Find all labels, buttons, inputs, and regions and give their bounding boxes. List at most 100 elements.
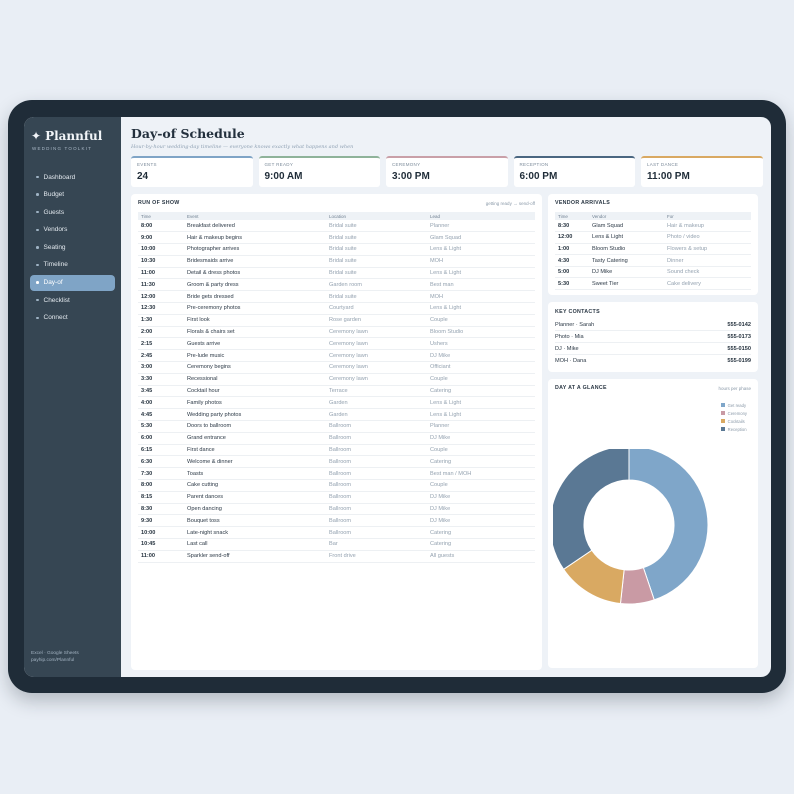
cell-time: 4:30	[555, 254, 589, 267]
bullet-icon	[36, 281, 39, 284]
sidebar-item-guests[interactable]: Guests	[30, 204, 115, 220]
contact-row[interactable]: Photo · Mia 555-0173	[555, 331, 751, 343]
table-row[interactable]: 1:30 First look Rose garden Couple	[138, 314, 535, 327]
cell-lead: DJ Mike	[427, 491, 535, 504]
cell-location: Ballroom	[326, 455, 427, 469]
table-row[interactable]: 10:00 Late-night snack Ballroom Catering	[138, 526, 535, 540]
table-row[interactable]: 10:45 Last call Bar Catering	[138, 538, 535, 551]
cell-lead: Lens & Light	[427, 243, 535, 256]
table-row[interactable]: 1:00 Bloom Studio Flowers & setup	[555, 243, 751, 256]
vendor-arrivals-header: VENDOR ARRIVALS	[555, 200, 751, 206]
sidebar-item-budget[interactable]: Budget	[30, 187, 115, 203]
cell-location: Front drive	[326, 550, 427, 563]
cell-time: 8:00	[138, 220, 184, 233]
cell-event: Cake cutting	[184, 479, 326, 492]
stat-card-last-dance: LAST DANCE 11:00 PM	[641, 156, 763, 187]
cell-lead: Catering	[427, 538, 535, 551]
table-row[interactable]: 9:00 Hair & makeup begins Bridal suite Glam…	[138, 231, 535, 245]
table-row[interactable]: 11:00 Detail & dress photos Bridal suite Le…	[138, 267, 535, 280]
cell-lead: Planner	[427, 420, 535, 433]
cell-lead: All guests	[427, 550, 535, 563]
table-row[interactable]: 8:00 Cake cutting Ballroom Couple	[138, 479, 535, 492]
key-contacts-list: Planner · Sarah 555-0142 Photo · Mia 555-01…	[555, 319, 751, 367]
table-row[interactable]: 2:15 Guests arrive Ceremony lawn Ushers	[138, 337, 535, 351]
table-row[interactable]: 3:45 Cocktail hour Terrace Catering	[138, 385, 535, 398]
sidebar-item-connect[interactable]: Connect	[30, 310, 115, 326]
footer-link[interactable]: payhip.com/Plannful	[31, 657, 75, 663]
donut-slice-get-ready[interactable]	[628, 449, 709, 601]
table-row[interactable]: 8:30 Glam Squad Hair & makeup	[555, 220, 751, 233]
table-row[interactable]: 12:00 Bride gets dressed Bridal suite MOH	[138, 290, 535, 304]
cell-time: 6:30	[138, 455, 184, 469]
table-row[interactable]: 10:00 Photographer arrives Bridal suite Len…	[138, 243, 535, 256]
cell-time: 9:00	[138, 231, 184, 245]
table-row[interactable]: 3:30 Recessional Ceremony lawn Couple	[138, 373, 535, 386]
cell-time: 12:00	[138, 290, 184, 304]
bullet-icon	[36, 193, 39, 196]
cell-time: 10:45	[138, 538, 184, 551]
stat-value: 3:00 PM	[392, 171, 430, 182]
cell-event: First dance	[184, 444, 326, 457]
cell-lead: Couple	[427, 479, 535, 492]
table-row[interactable]: 8:00 Breakfast delivered Bridal suite Plann…	[138, 220, 535, 233]
table-row[interactable]: 5:30 Sweet Tier Cake delivery	[555, 277, 751, 291]
stat-value: 6:00 PM	[519, 171, 558, 182]
table-row[interactable]: 2:00 Florals & chairs set Ceremony lawn Blo…	[138, 326, 535, 339]
table-row[interactable]: 8:15 Parent dances Ballroom DJ Mike	[138, 491, 535, 504]
table-row[interactable]: 6:15 First dance Ballroom Couple	[138, 444, 535, 457]
cell-for: Photo / video	[664, 231, 751, 244]
donut-slice-reception[interactable]	[553, 449, 630, 571]
cell-event: Family photos	[184, 396, 326, 410]
vendor-arrivals-table: Time Vendor For 8:30 Glam Squad Hair & mak…	[555, 212, 751, 291]
cell-time: 10:00	[138, 243, 184, 256]
brand: ✦ Plannful	[24, 117, 121, 143]
cell-location: Ballroom	[326, 526, 427, 540]
cell-event: Bouquet toss	[184, 514, 326, 528]
table-row[interactable]: 9:30 Bouquet toss Ballroom DJ Mike	[138, 514, 535, 528]
column-header-for: For	[667, 213, 674, 219]
table-row[interactable]: 10:30 Bridesmaids arrive Bridal suite MOH	[138, 255, 535, 268]
legend-item-get-ready: Get ready	[720, 401, 747, 409]
table-row[interactable]: 6:30 Welcome & dinner Ballroom Catering	[138, 455, 535, 469]
contact-row[interactable]: MOH · Dana 555-0199	[555, 355, 751, 367]
sidebar-item-label: Seating	[43, 243, 66, 251]
cell-lead: Ushers	[427, 337, 535, 351]
sidebar-item-timeline[interactable]: Timeline	[30, 257, 115, 273]
sidebar-item-checklist[interactable]: Checklist	[30, 292, 115, 308]
table-row[interactable]: 3:00 Ceremony begins Ceremony lawn Offician…	[138, 361, 535, 374]
table-row[interactable]: 4:30 Tasty Catering Dinner	[555, 254, 751, 267]
table-row[interactable]: 11:00 Sparkler send-off Front drive All gue…	[138, 550, 535, 563]
table-row[interactable]: 4:45 Wedding party photos Garden Lens & Lig…	[138, 408, 535, 422]
table-row[interactable]: 4:00 Family photos Garden Lens & Light	[138, 396, 535, 410]
stat-card-events: EVENTS 24	[131, 156, 253, 187]
cell-event: Florals & chairs set	[184, 326, 326, 339]
table-row[interactable]: 5:00 DJ Mike Sound check	[555, 266, 751, 279]
sidebar-item-day-of[interactable]: Day-of	[30, 274, 115, 291]
cell-location: Ballroom	[326, 514, 427, 528]
cell-for: Flowers & setup	[664, 243, 751, 256]
table-row[interactable]: 6:00 Grand entrance Ballroom DJ Mike	[138, 432, 535, 445]
column-header-time: Time	[141, 213, 151, 219]
cell-location: Ceremony lawn	[326, 337, 427, 351]
table-row[interactable]: 2:45 Pre-lude music Ceremony lawn DJ Mike	[138, 349, 535, 363]
contact-row[interactable]: DJ · Mike 555-0150	[555, 343, 751, 355]
sidebar-item-label: Connect	[43, 314, 68, 322]
cell-for: Sound check	[664, 266, 751, 279]
sidebar-item-label: Checklist	[43, 296, 70, 304]
sidebar-item-dashboard[interactable]: Dashboard	[30, 169, 115, 185]
table-row[interactable]: 12:00 Lens & Light Photo / video	[555, 231, 751, 244]
table-row[interactable]: 8:30 Open dancing Ballroom DJ Mike	[138, 503, 535, 516]
bullet-icon	[36, 246, 39, 249]
cell-event: Groom & party dress	[184, 278, 326, 292]
table-row[interactable]: 12:30 Pre-ceremony photos Courtyard Lens & …	[138, 302, 535, 315]
legend-item-cocktails: Cocktails	[720, 417, 747, 425]
table-row[interactable]: 11:30 Groom & party dress Garden room Best …	[138, 278, 535, 292]
cell-time: 8:00	[138, 479, 184, 492]
sidebar-item-seating[interactable]: Seating	[30, 239, 115, 255]
table-row[interactable]: 7:30 Toasts Ballroom Best man / MOH	[138, 467, 535, 481]
table-row[interactable]: 5:30 Doors to ballroom Ballroom Planner	[138, 420, 535, 433]
legend-swatch	[720, 411, 725, 415]
contact-row[interactable]: Planner · Sarah 555-0142	[555, 319, 751, 331]
sidebar-item-vendors[interactable]: Vendors	[30, 222, 115, 238]
cell-location: Bridal suite	[326, 231, 427, 245]
